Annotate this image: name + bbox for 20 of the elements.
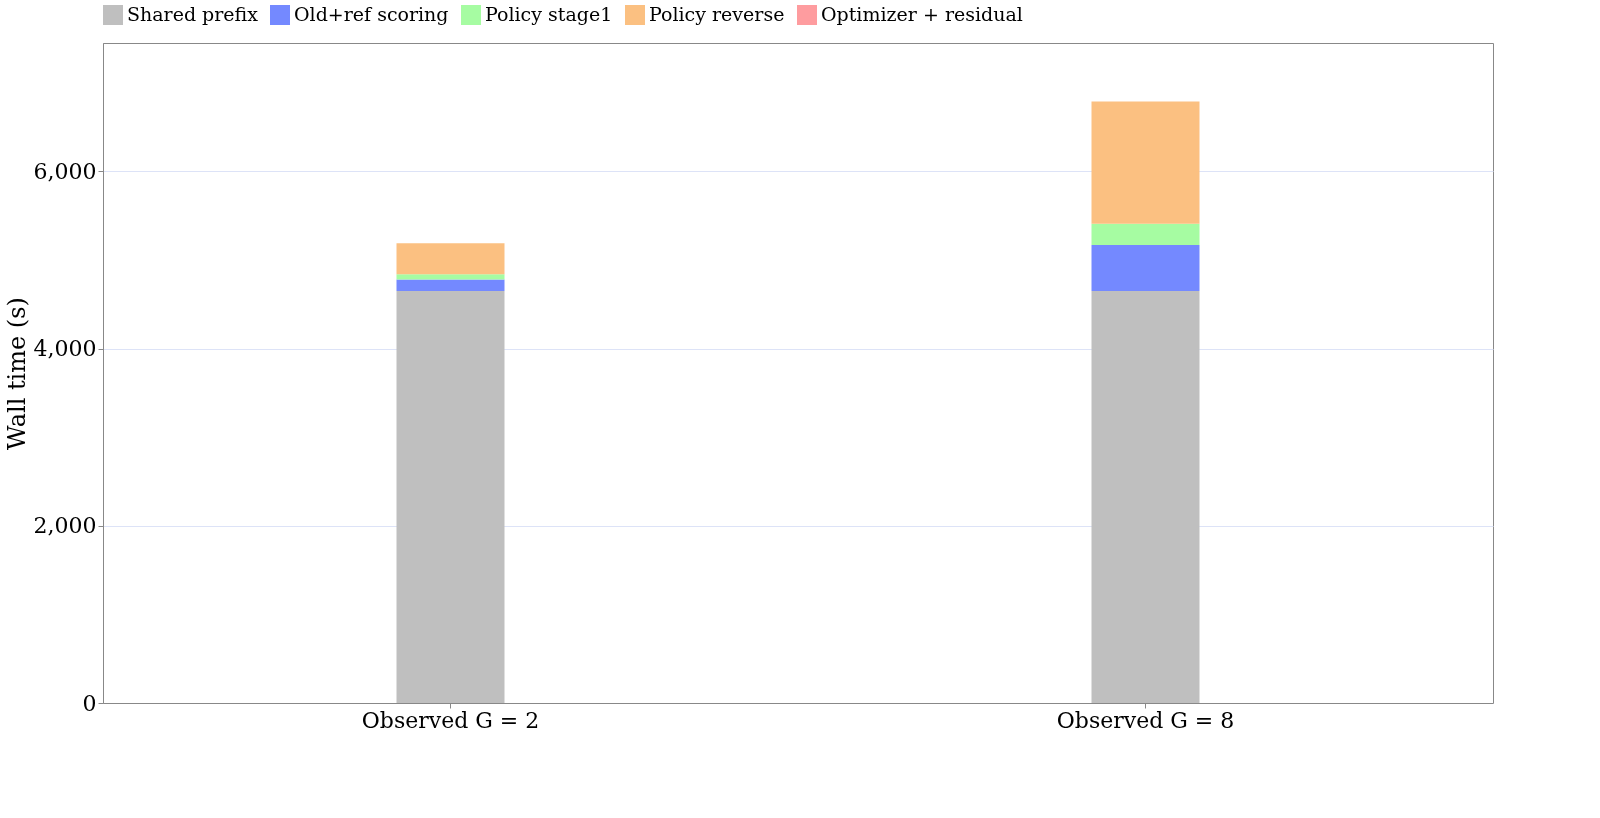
y-axis-title: Wall time (s) bbox=[2, 297, 31, 450]
bar bbox=[1091, 244, 1200, 292]
y-tick-label: 2,000 bbox=[33, 513, 97, 539]
bar bbox=[1091, 101, 1200, 224]
x-tick-label: Observed G = 2 bbox=[361, 707, 540, 733]
y-tick-label: 6,000 bbox=[33, 158, 97, 184]
legend-label: Old+ref scoring bbox=[294, 3, 449, 25]
y-tick-label: 4,000 bbox=[33, 336, 97, 362]
bar bbox=[1091, 223, 1200, 245]
bar bbox=[396, 279, 505, 292]
y-tick-label: 0 bbox=[82, 690, 97, 716]
bar bbox=[396, 243, 505, 275]
bar bbox=[1091, 291, 1200, 703]
legend-label: Policy reverse bbox=[649, 3, 785, 25]
bar bbox=[396, 274, 505, 280]
legend-label: Optimizer + residual bbox=[821, 3, 1023, 25]
bar bbox=[396, 291, 505, 703]
legend-label: Shared prefix bbox=[127, 3, 259, 25]
x-tick-label: Observed G = 8 bbox=[1056, 707, 1235, 733]
legend-label: Policy stage1 bbox=[485, 3, 613, 25]
